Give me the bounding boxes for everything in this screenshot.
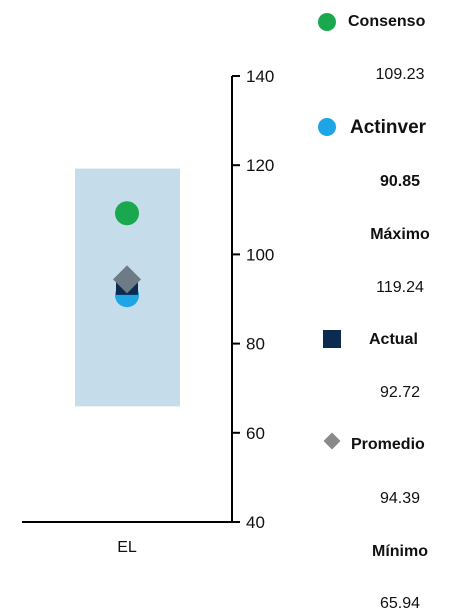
y-tick-label: 140 [246,67,274,86]
promedio-legend-label: Promedio [351,436,425,453]
y-tick-label: 60 [246,424,265,443]
actinver-value: 90.85 [379,173,421,190]
y-tick-label: 40 [246,513,265,532]
minimo-value: 65.94 [379,595,421,612]
actinver-legend-icon [318,118,336,136]
y-tick-label: 100 [246,245,274,264]
actual-legend-icon [323,330,341,348]
consenso-point [115,201,139,226]
consenso-legend-icon [318,13,336,31]
y-tick-label: 120 [246,156,274,175]
actual-legend-label: Actual [369,331,418,348]
promedio-point [113,265,141,294]
consenso-legend-label: Consenso [348,13,426,30]
consenso-value: 109.23 [375,66,425,83]
promedio-value: 94.39 [379,490,421,507]
maximo-value: 119.24 [376,279,424,296]
actinver-legend-label: Actinver [350,117,427,138]
maximo-label: Máximo [370,226,430,243]
minimo-label: Mínimo [372,543,428,560]
x-category-label: EL [117,539,137,556]
y-tick-label: 80 [246,335,265,354]
actual-value: 92.72 [379,384,421,401]
